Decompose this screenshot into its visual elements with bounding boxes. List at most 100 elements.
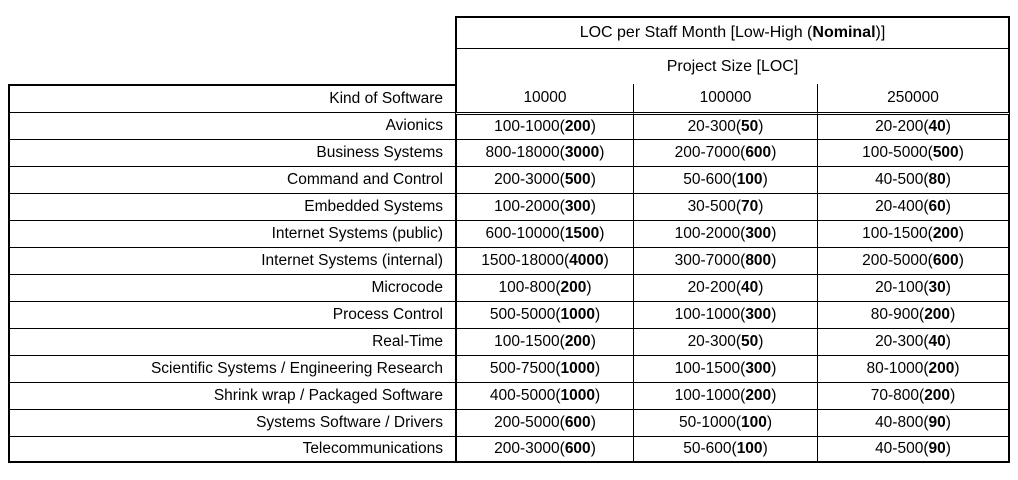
range-close: ) <box>590 414 596 431</box>
range-close: ) <box>771 252 777 269</box>
range-close: ) <box>958 252 964 269</box>
empty-top-left-area <box>8 16 455 84</box>
range-close: ) <box>599 225 605 242</box>
nominal-value: 100 <box>736 171 763 188</box>
range-close: ) <box>945 198 951 215</box>
range-close: ) <box>762 171 768 188</box>
table-title: LOC per Staff Month [Low-High (Nominal)] <box>455 16 1010 48</box>
range-text: 20-200( <box>875 118 929 135</box>
row-label: Command and Control <box>8 166 455 193</box>
range-close: ) <box>758 279 764 296</box>
nominal-value: 30 <box>928 279 946 296</box>
range-text: 20-400( <box>875 198 929 215</box>
cell-size-10000: 200-3000(600) <box>455 436 633 463</box>
nominal-value: 3000 <box>564 144 600 161</box>
cell-size-250000: 80-900(200) <box>817 301 1010 328</box>
cell-size-250000: 20-100(30) <box>817 274 1010 301</box>
project-size-header: Project Size [LOC] <box>455 48 1010 84</box>
range-text: 80-1000( <box>866 360 929 377</box>
range-text: 100-800( <box>498 279 561 296</box>
column-header-10000: 10000 <box>455 84 633 112</box>
nominal-value: 50 <box>741 118 759 135</box>
nominal-value: 300 <box>745 306 772 323</box>
range-text: 100-1000( <box>494 118 565 135</box>
nominal-value: 90 <box>928 440 946 457</box>
range-text: 20-100( <box>875 279 929 296</box>
range-text: 200-7000( <box>674 144 746 161</box>
kind-of-software-header: Kind of Software <box>8 84 455 112</box>
cell-size-100000: 100-1000(200) <box>633 382 817 409</box>
row-label: Embedded Systems <box>8 193 455 220</box>
cell-size-10000: 100-1500(200) <box>455 328 633 355</box>
nominal-value: 200 <box>928 360 955 377</box>
cell-size-100000: 20-300(50) <box>633 112 817 139</box>
row-label: Avionics <box>8 112 455 139</box>
nominal-value: 70 <box>741 198 759 215</box>
nominal-value: 500 <box>564 171 591 188</box>
cell-size-10000: 500-7500(1000) <box>455 355 633 382</box>
range-text: 20-300( <box>875 333 929 350</box>
range-text: 600-10000( <box>485 225 565 242</box>
cell-size-10000: 100-2000(300) <box>455 193 633 220</box>
range-close: ) <box>603 252 609 269</box>
range-close: ) <box>586 279 592 296</box>
cell-size-250000: 80-1000(200) <box>817 355 1010 382</box>
nominal-value: 200 <box>932 225 959 242</box>
range-close: ) <box>954 360 960 377</box>
range-close: ) <box>945 440 951 457</box>
nominal-value: 300 <box>745 225 772 242</box>
nominal-value: 200 <box>924 306 951 323</box>
nominal-value: 200 <box>564 118 591 135</box>
range-close: ) <box>590 198 596 215</box>
range-close: ) <box>771 360 777 377</box>
nominal-value: 600 <box>564 414 591 431</box>
nominal-value: 1500 <box>564 225 600 242</box>
range-text: 50-600( <box>683 440 737 457</box>
range-text: 100-1500( <box>862 225 933 242</box>
row-label: Business Systems <box>8 139 455 166</box>
nominal-value: 4000 <box>569 252 604 269</box>
cell-size-10000: 800-18000(3000) <box>455 139 633 166</box>
range-text: 800-18000( <box>485 144 565 161</box>
cell-size-100000: 300-7000(800) <box>633 247 817 274</box>
range-text: 40-500( <box>875 440 929 457</box>
cell-size-10000: 500-5000(1000) <box>455 301 633 328</box>
cell-size-250000: 20-400(60) <box>817 193 1010 220</box>
row-label: Systems Software / Drivers <box>8 409 455 436</box>
nominal-value: 500 <box>932 144 959 161</box>
column-header-250000: 250000 <box>817 84 1010 112</box>
cell-size-100000: 50-600(100) <box>633 166 817 193</box>
range-close: ) <box>758 118 764 135</box>
cell-size-100000: 30-500(70) <box>633 193 817 220</box>
range-text: 100-5000( <box>862 144 933 161</box>
row-label: Shrink wrap / Packaged Software <box>8 382 455 409</box>
cell-size-10000: 100-800(200) <box>455 274 633 301</box>
row-label: Internet Systems (internal) <box>8 247 455 274</box>
table-title-nominal: Nominal <box>812 24 876 41</box>
range-text: 200-5000( <box>494 414 565 431</box>
cell-size-100000: 100-1000(300) <box>633 301 817 328</box>
range-text: 400-5000( <box>489 387 561 404</box>
cell-size-250000: 40-500(90) <box>817 436 1010 463</box>
range-text: 100-1500( <box>674 360 746 377</box>
cell-size-100000: 100-1500(300) <box>633 355 817 382</box>
row-label: Microcode <box>8 274 455 301</box>
range-close: ) <box>762 440 768 457</box>
cell-size-10000: 600-10000(1500) <box>455 220 633 247</box>
cell-size-250000: 40-500(80) <box>817 166 1010 193</box>
range-close: ) <box>771 387 777 404</box>
range-text: 100-1500( <box>494 333 565 350</box>
nominal-value: 200 <box>924 387 951 404</box>
range-text: 1500-18000( <box>481 252 570 269</box>
cell-size-250000: 100-1500(200) <box>817 220 1010 247</box>
nominal-value: 50 <box>741 333 759 350</box>
nominal-value: 200 <box>560 279 587 296</box>
nominal-value: 200 <box>564 333 591 350</box>
range-text: 100-2000( <box>494 198 565 215</box>
range-close: ) <box>590 118 596 135</box>
range-close: ) <box>771 144 777 161</box>
nominal-value: 80 <box>928 171 946 188</box>
range-close: ) <box>599 144 605 161</box>
nominal-value: 300 <box>564 198 591 215</box>
range-text: 50-1000( <box>678 414 741 431</box>
